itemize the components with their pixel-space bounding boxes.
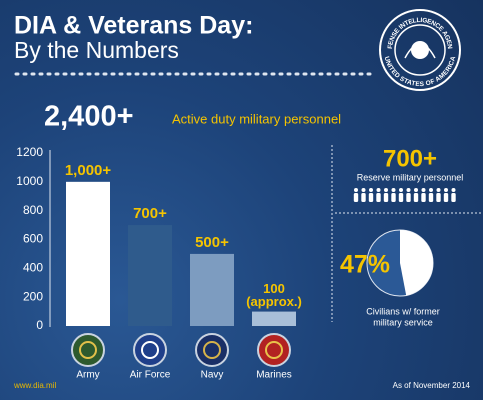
person-icon [414, 188, 418, 192]
person-icon [436, 193, 441, 202]
y-tick-label: 800 [23, 203, 43, 217]
branch-emblem [265, 341, 283, 359]
branch-emblem [71, 333, 105, 367]
person-icon [354, 188, 358, 192]
active-value: 2,400+ [44, 101, 134, 133]
subtitle: By the Numbers [14, 37, 179, 63]
active-label: Active duty military personnel [172, 111, 341, 126]
x-tick-label: Navy [201, 370, 224, 381]
person-icon [361, 188, 366, 192]
footer-left: www.dia.mil [13, 381, 56, 390]
footer-right: As of November 2014 [393, 381, 471, 390]
person-icon [353, 193, 359, 202]
person-icon [444, 188, 448, 192]
person-icon [376, 193, 381, 202]
person-icon [443, 193, 449, 202]
pie-label: military service [373, 317, 433, 327]
person-icon [428, 193, 434, 202]
branch-emblem [79, 341, 97, 359]
y-tick-label: 1000 [16, 174, 43, 188]
title: DIA & Veterans Day: [14, 12, 253, 40]
person-icon [376, 188, 381, 192]
person-icon [391, 188, 396, 192]
person-icon [421, 188, 426, 192]
y-tick-label: 200 [23, 289, 43, 303]
bar [66, 181, 110, 326]
person-icon [383, 193, 389, 202]
value-label: 500+ [195, 233, 229, 251]
branch-emblem [141, 341, 159, 359]
x-tick-label: Air Force [130, 370, 171, 381]
seal-text: UNITED STATES OF AMERICA [383, 55, 457, 87]
pie-label: Civilians w/ former [366, 306, 440, 316]
reserve-value: 700+ [383, 145, 437, 172]
person-icon [369, 188, 373, 192]
pie-slice [400, 230, 433, 296]
person-icon [384, 188, 388, 192]
seal-bottom: UNITED STATES OF AMERICA [383, 55, 457, 87]
y-tick-label: 1200 [16, 145, 43, 159]
person-icon [361, 193, 366, 202]
y-tick-label: 0 [36, 318, 43, 332]
x-tick-label: Army [76, 370, 99, 381]
bar [128, 225, 172, 326]
person-icon [391, 193, 396, 202]
person-icon [413, 193, 419, 202]
branch-emblem [257, 333, 291, 367]
branch-emblem [195, 333, 229, 367]
person-icon [406, 193, 411, 202]
x-tick-label: Marines [256, 370, 292, 381]
bar [252, 311, 296, 326]
reserve-label: Reserve military personnel [357, 172, 464, 182]
pie-value-label: 47% [340, 251, 390, 279]
person-icon [451, 188, 456, 192]
person-icon [406, 188, 411, 192]
branch-emblem [133, 333, 167, 367]
value-label: 1,000+ [64, 161, 112, 179]
person-icon [421, 193, 426, 202]
value-label: 100 (approx.) [246, 280, 302, 309]
y-tick-label: 600 [23, 232, 43, 246]
person-icon [451, 193, 456, 202]
y-tick-label: 400 [23, 261, 43, 275]
branch-emblem [203, 341, 221, 359]
person-icon [429, 188, 433, 192]
value-label: 700+ [133, 205, 167, 223]
person-icon [436, 188, 441, 192]
person-icon [368, 193, 374, 202]
person-icon [398, 193, 404, 202]
person-icon [399, 188, 403, 192]
bar [190, 253, 234, 326]
